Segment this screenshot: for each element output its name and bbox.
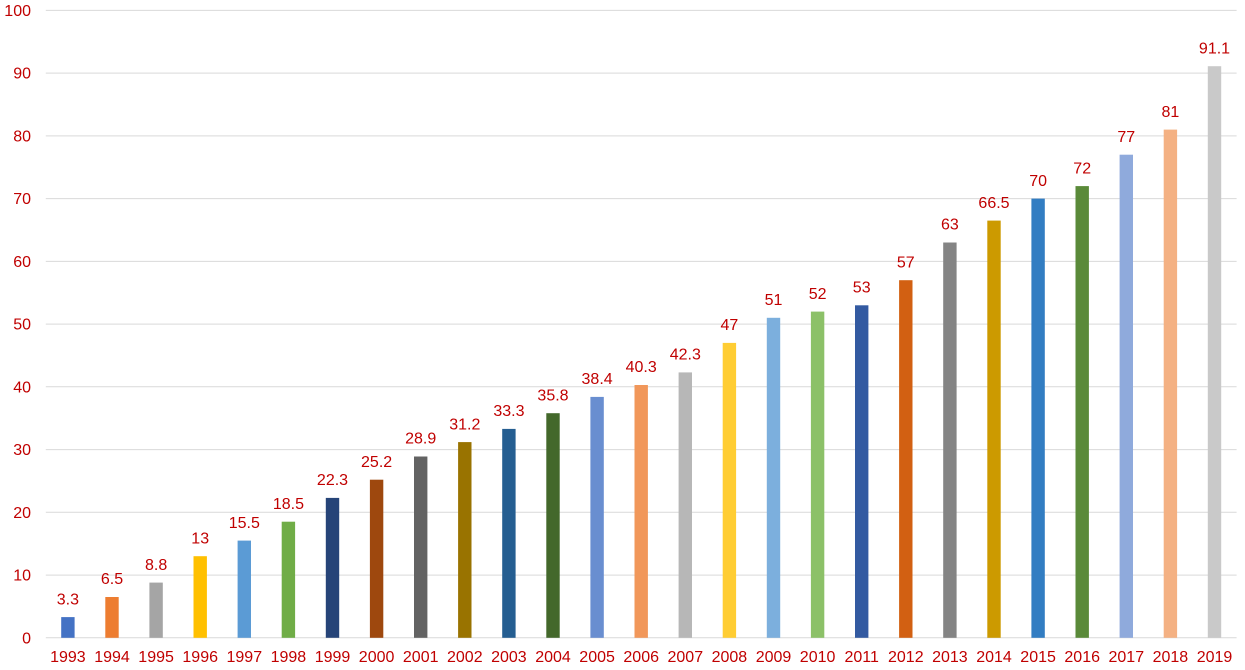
svg-text:2009: 2009 [756, 649, 792, 666]
svg-text:20: 20 [13, 505, 31, 522]
svg-text:2015: 2015 [1020, 649, 1056, 666]
svg-text:63: 63 [941, 217, 959, 234]
svg-text:40.3: 40.3 [626, 359, 657, 376]
svg-text:42.3: 42.3 [670, 347, 701, 364]
svg-text:2008: 2008 [712, 649, 748, 666]
svg-text:90: 90 [13, 66, 31, 83]
svg-text:2000: 2000 [359, 649, 395, 666]
svg-text:1998: 1998 [271, 649, 307, 666]
svg-text:70: 70 [1029, 173, 1047, 190]
svg-text:28.9: 28.9 [405, 431, 436, 448]
svg-text:30: 30 [13, 442, 31, 459]
svg-text:100: 100 [4, 3, 31, 20]
svg-text:80: 80 [13, 128, 31, 145]
svg-text:1999: 1999 [315, 649, 351, 666]
svg-text:8.8: 8.8 [145, 557, 167, 574]
svg-text:2010: 2010 [800, 649, 836, 666]
svg-text:1996: 1996 [182, 649, 218, 666]
svg-text:66.5: 66.5 [978, 195, 1009, 212]
svg-text:51: 51 [765, 292, 783, 309]
svg-text:2013: 2013 [932, 649, 968, 666]
svg-text:1997: 1997 [227, 649, 263, 666]
svg-text:15.5: 15.5 [229, 515, 260, 532]
svg-text:2016: 2016 [1064, 649, 1100, 666]
svg-text:13: 13 [191, 530, 209, 547]
svg-text:2005: 2005 [579, 649, 615, 666]
svg-text:2019: 2019 [1197, 649, 1233, 666]
svg-text:52: 52 [809, 286, 827, 303]
svg-text:70: 70 [13, 191, 31, 208]
svg-text:60: 60 [13, 254, 31, 271]
svg-text:50: 50 [13, 317, 31, 334]
svg-text:18.5: 18.5 [273, 496, 304, 513]
svg-text:2011: 2011 [844, 649, 879, 666]
svg-text:2018: 2018 [1153, 649, 1189, 666]
svg-text:3.3: 3.3 [57, 591, 79, 608]
svg-text:72: 72 [1073, 160, 1091, 177]
svg-text:2004: 2004 [535, 649, 571, 666]
svg-text:2012: 2012 [888, 649, 924, 666]
svg-text:2006: 2006 [623, 649, 659, 666]
svg-text:1995: 1995 [138, 649, 174, 666]
svg-text:77: 77 [1117, 129, 1135, 146]
svg-text:31.2: 31.2 [449, 416, 480, 433]
svg-text:2002: 2002 [447, 649, 483, 666]
svg-text:6.5: 6.5 [101, 571, 123, 588]
svg-text:2014: 2014 [976, 649, 1012, 666]
svg-text:2003: 2003 [491, 649, 527, 666]
svg-text:1994: 1994 [94, 649, 130, 666]
svg-text:81: 81 [1162, 104, 1180, 121]
svg-text:57: 57 [897, 254, 915, 271]
svg-text:38.4: 38.4 [582, 371, 613, 388]
svg-text:40: 40 [13, 379, 31, 396]
svg-text:2017: 2017 [1109, 649, 1145, 666]
svg-text:25.2: 25.2 [361, 454, 392, 471]
svg-text:1993: 1993 [50, 649, 86, 666]
svg-text:91.1: 91.1 [1199, 40, 1230, 57]
svg-text:33.3: 33.3 [493, 403, 524, 420]
svg-text:10: 10 [13, 568, 31, 585]
svg-text:2001: 2001 [403, 649, 439, 666]
svg-text:22.3: 22.3 [317, 472, 348, 489]
svg-text:0: 0 [22, 630, 31, 647]
svg-text:2007: 2007 [668, 649, 704, 666]
svg-text:47: 47 [721, 317, 739, 334]
svg-text:53: 53 [853, 280, 871, 297]
svg-text:35.8: 35.8 [537, 387, 568, 404]
